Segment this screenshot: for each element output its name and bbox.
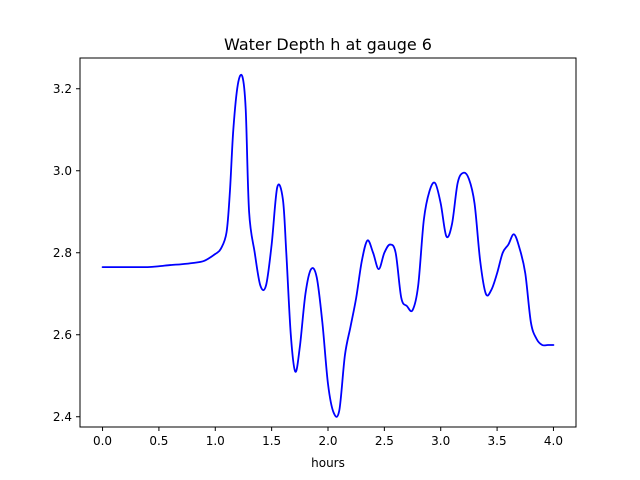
y-tick-label: 3.2 xyxy=(53,82,72,96)
series-line-0 xyxy=(101,73,555,418)
x-tick-label: 4.0 xyxy=(544,434,563,448)
y-tick-label: 2.8 xyxy=(53,246,72,260)
x-tick-label: 0.0 xyxy=(93,434,112,448)
y-tick-label: 2.6 xyxy=(53,328,72,342)
x-tick-label: 3.5 xyxy=(488,434,507,448)
chart-title: Water Depth h at gauge 6 xyxy=(224,35,432,54)
x-tick-label: 1.0 xyxy=(206,434,225,448)
data-layer xyxy=(101,73,555,418)
x-tick-label: 3.0 xyxy=(431,434,450,448)
x-axis-label: hours xyxy=(311,456,345,470)
x-tick-label: 0.5 xyxy=(149,434,168,448)
x-tick-label: 2.0 xyxy=(318,434,337,448)
x-axis-ticks: 0.0 0.5 1.0 1.5 2.0 2.5 3.0 3.5 4.0 xyxy=(93,427,563,448)
y-tick-label: 2.4 xyxy=(53,410,72,424)
y-tick-label: 3.0 xyxy=(53,164,72,178)
y-axis-ticks: 2.4 2.6 2.8 3.0 3.2 xyxy=(53,82,80,424)
x-tick-label: 2.5 xyxy=(375,434,394,448)
x-tick-label: 1.5 xyxy=(262,434,281,448)
